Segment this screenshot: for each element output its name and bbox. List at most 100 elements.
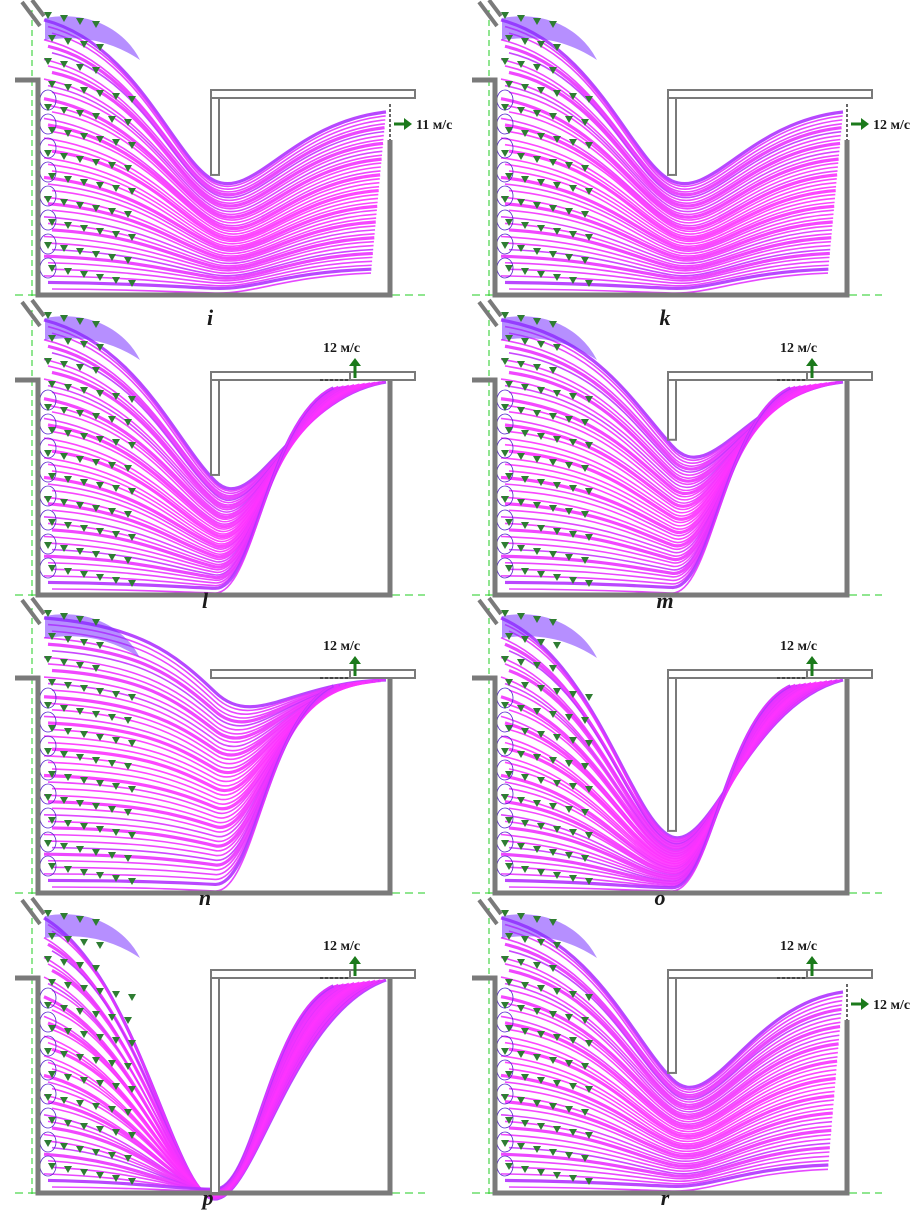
particle [80, 87, 88, 94]
particle [517, 245, 525, 252]
particle [521, 268, 529, 275]
particle [60, 797, 68, 804]
particle [44, 1140, 52, 1147]
particle [48, 381, 56, 388]
particle [517, 1097, 525, 1104]
particle [549, 711, 557, 718]
particle [581, 257, 589, 264]
particle [569, 139, 577, 146]
particle [501, 610, 509, 617]
particle [549, 1149, 557, 1156]
streamline [500, 18, 844, 186]
streamline [500, 97, 839, 219]
streamline [500, 38, 842, 193]
particle [64, 430, 72, 437]
particle [553, 1126, 561, 1133]
particle [92, 551, 100, 558]
streamline [51, 228, 375, 270]
particle [96, 90, 104, 97]
particle [96, 780, 104, 787]
streamline [504, 222, 832, 267]
particle [581, 511, 589, 518]
roof [667, 669, 808, 679]
particle [533, 110, 541, 117]
streamline [504, 44, 842, 197]
tank-outline [472, 675, 850, 896]
particle [581, 165, 589, 172]
particle [521, 176, 529, 183]
streamline [47, 183, 377, 253]
particle [80, 341, 88, 348]
particle [96, 988, 104, 995]
particle [64, 384, 72, 391]
particle [128, 1132, 136, 1139]
streamlines-n [43, 614, 387, 892]
particle [517, 659, 525, 666]
particle [537, 1169, 545, 1176]
particle [521, 522, 529, 529]
streamline [51, 52, 385, 199]
particle [60, 15, 68, 22]
particle [60, 1005, 68, 1012]
particle [565, 162, 573, 169]
particle [549, 67, 557, 74]
streamline [500, 117, 838, 227]
particle [128, 580, 136, 587]
streamline [43, 196, 377, 257]
side-outlet-arrow-head [404, 118, 412, 130]
particle [521, 38, 529, 45]
particle [108, 162, 116, 169]
particle [553, 182, 561, 189]
particle [128, 280, 136, 287]
particle [76, 616, 84, 623]
particle [76, 456, 84, 463]
particle [112, 485, 120, 492]
baffle [667, 379, 677, 441]
streamline [43, 38, 385, 193]
particle [48, 173, 56, 180]
streamline [504, 65, 841, 205]
particle [537, 179, 545, 186]
particle [80, 433, 88, 440]
particle [517, 1143, 525, 1150]
streamline [500, 1035, 837, 1133]
particle [64, 1028, 72, 1035]
particle [505, 771, 513, 778]
particle [501, 1094, 509, 1101]
particle [517, 797, 525, 804]
roof-extension [349, 969, 416, 979]
inlet-nozzle [487, 596, 503, 616]
particle [44, 542, 52, 549]
tank-outline [15, 675, 393, 896]
particle [549, 505, 557, 512]
particle [569, 485, 577, 492]
particle [124, 763, 132, 770]
particle [112, 1129, 120, 1136]
particle [76, 846, 84, 853]
particle [565, 254, 573, 261]
particle [569, 691, 577, 698]
particle [76, 110, 84, 117]
particle [96, 344, 104, 351]
inlet-nozzle [30, 596, 46, 616]
particle [533, 248, 541, 255]
particle [76, 662, 84, 669]
particle [585, 994, 593, 1001]
particle [553, 1034, 561, 1041]
particle [581, 119, 589, 126]
streamlines-k [500, 16, 844, 294]
particle [533, 708, 541, 715]
tank-outline [472, 975, 850, 1196]
particle [108, 254, 116, 261]
particle [44, 58, 52, 65]
particle [549, 919, 557, 926]
particle [124, 717, 132, 724]
particle [112, 577, 120, 584]
particle [80, 179, 88, 186]
panel-k: 12 м/с k [472, 0, 910, 330]
streamline [508, 1107, 833, 1160]
particle [501, 104, 509, 111]
streamline [504, 267, 829, 290]
particle [501, 58, 509, 65]
